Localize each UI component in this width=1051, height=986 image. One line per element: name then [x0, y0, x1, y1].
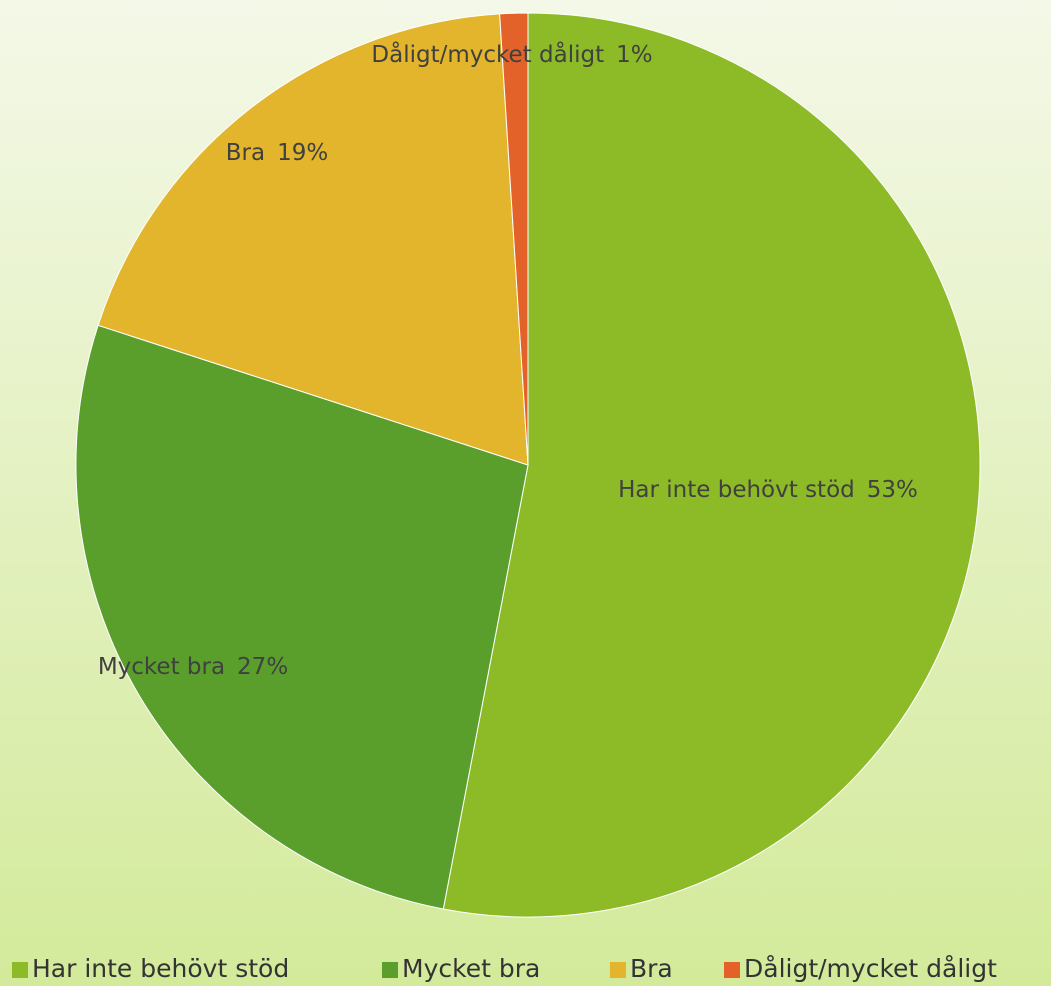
- data-label-category: Dåligt/mycket dåligt: [371, 40, 604, 68]
- legend-swatch: [724, 962, 740, 978]
- data-label-value: 27%: [237, 654, 288, 680]
- data-label-value: 19%: [277, 140, 328, 166]
- data-label: Dåligt/mycket dåligt 1%: [371, 40, 652, 68]
- data-label: Mycket bra 27%: [98, 654, 288, 680]
- data-label-value: 1%: [616, 42, 653, 68]
- data-label-category: Mycket bra: [98, 654, 225, 680]
- pie-slice: [442, 12, 981, 918]
- legend-swatch: [12, 962, 28, 978]
- legend-label: Har inte behövt stöd: [32, 954, 289, 983]
- pie-slice: [97, 13, 529, 466]
- data-label-value: 53%: [867, 477, 918, 503]
- pie-slice: [75, 324, 529, 910]
- legend-label: Dåligt/mycket dåligt: [744, 954, 997, 983]
- legend-label: Bra: [630, 954, 673, 983]
- data-label: Bra 19%: [226, 140, 328, 166]
- legend-swatch: [382, 962, 398, 978]
- data-label-category: Har inte behövt stöd: [618, 477, 855, 503]
- data-label-category: Bra: [226, 140, 265, 166]
- data-label: Har inte behövt stöd 53%: [618, 477, 918, 503]
- pie-slice: [499, 12, 529, 466]
- legend-swatch: [610, 962, 626, 978]
- legend-label: Mycket bra: [402, 954, 540, 983]
